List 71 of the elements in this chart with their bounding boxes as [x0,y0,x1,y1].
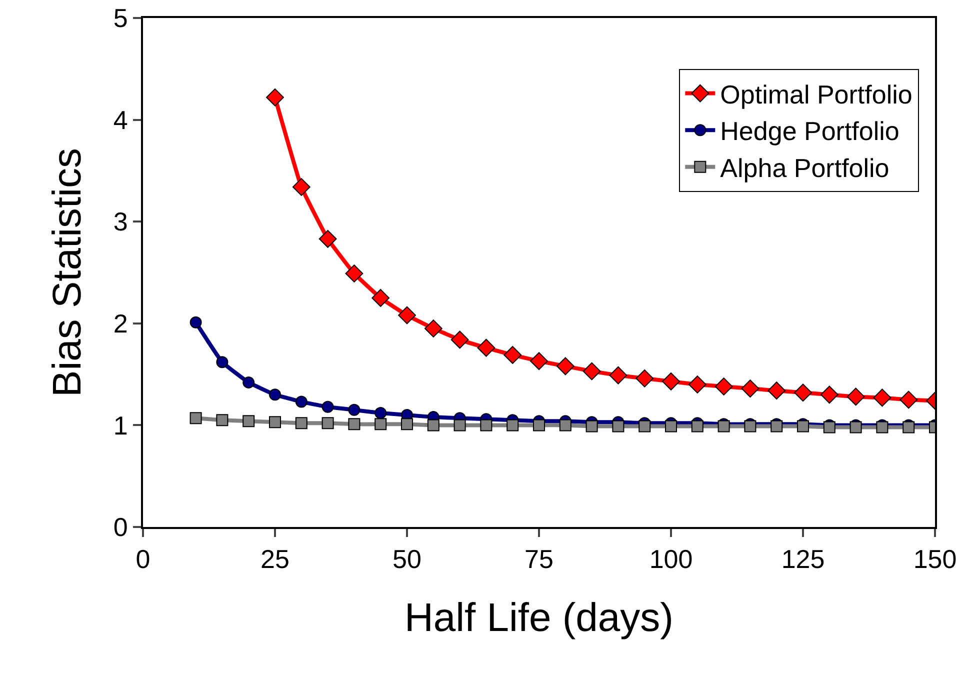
point [820,386,838,404]
point [424,320,442,338]
point [873,388,892,407]
x-axis-title: Half Life (days) [404,596,674,640]
point [662,372,680,390]
point [846,388,865,406]
point [374,418,387,430]
point [559,419,572,432]
point [427,419,440,432]
point [372,289,390,307]
point [269,416,281,428]
point [454,419,466,432]
point [530,352,548,370]
point [292,178,310,196]
y-tick-label: 1 [113,410,128,440]
legend-label: Alpha Portfolio [720,153,890,184]
point [900,390,918,409]
point [401,418,413,430]
point [322,400,334,413]
x-tick-label: 25 [260,544,290,574]
point [794,384,812,402]
point [612,420,624,432]
legend-label: Optimal Portfolio [720,79,912,110]
point [266,88,284,106]
point [504,346,522,364]
y-tick-label: 3 [113,206,128,237]
point [322,417,334,430]
point [506,419,519,432]
point [190,316,202,328]
point [398,306,416,324]
point [242,376,255,388]
point [348,418,360,430]
point [636,369,654,388]
point [582,362,601,380]
point [216,414,228,426]
point [638,420,651,432]
point [269,388,281,401]
point [665,420,677,432]
point [295,417,308,430]
point [216,356,228,368]
point [450,330,469,349]
point [768,382,786,400]
point [295,396,308,408]
legend-label: Hedge Portfolio [720,116,900,146]
point [609,366,628,384]
x-tick-label: 0 [136,544,150,574]
y-tick-label: 5 [113,3,128,34]
point [242,415,255,428]
point [741,380,760,398]
point [688,376,706,394]
y-tick-label: 4 [113,104,128,135]
point [345,264,364,282]
point [477,338,496,357]
point [348,404,360,416]
point [533,419,545,432]
y-axis-title: Bias Statistics [45,148,90,397]
y-tick-label: 2 [113,308,128,338]
point [556,357,574,376]
point [714,378,733,396]
y-tick-label: 0 [113,512,128,542]
point [691,420,704,432]
x-tick-label: 50 [392,544,422,574]
x-tick-label: 125 [781,544,825,574]
point [318,230,337,248]
point [480,419,492,432]
x-tick-label: 100 [649,544,693,574]
point [586,420,598,432]
point [190,412,202,424]
x-tick-label: 150 [913,544,957,574]
point [374,406,387,419]
x-tick-label: 75 [524,544,554,574]
